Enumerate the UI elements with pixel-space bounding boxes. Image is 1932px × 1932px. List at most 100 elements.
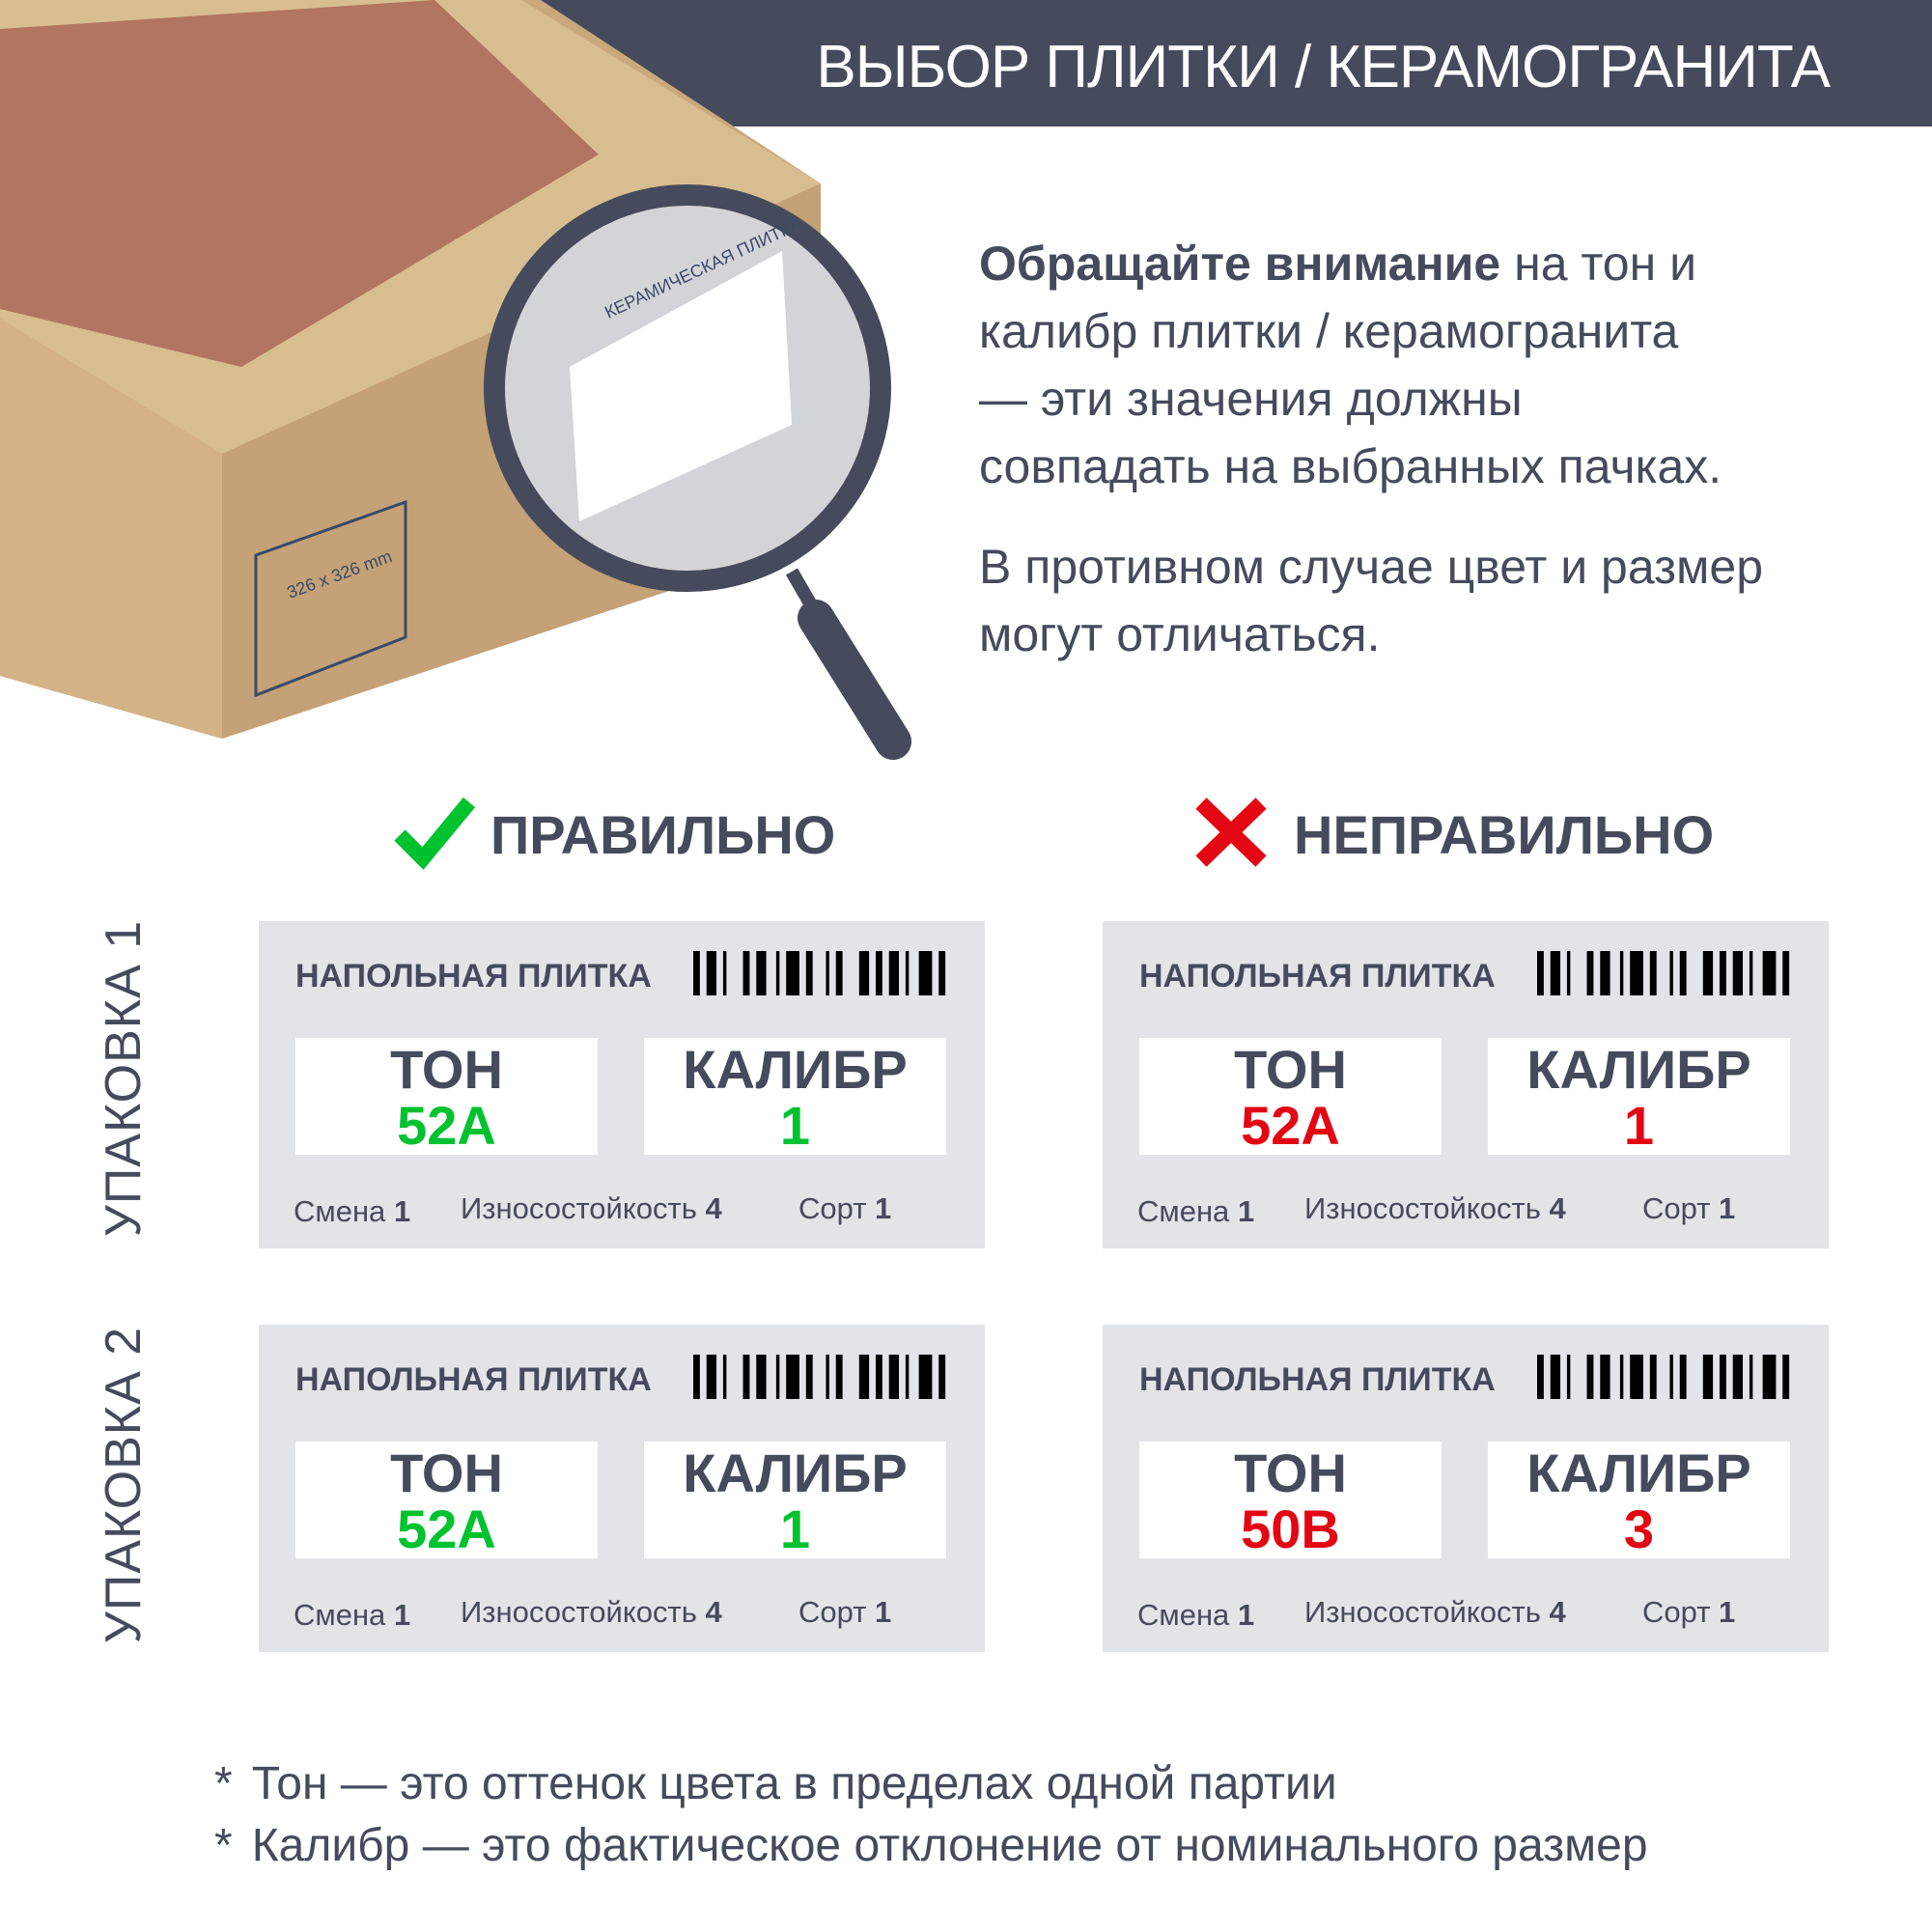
caliber-value: 1 [779,1498,811,1559]
correct-heading: ПРАВИЛЬНО [490,804,836,865]
barcode-bar [706,1355,717,1399]
barcode-bar [1600,1355,1610,1399]
card-title: НАПОЛЬНАЯ ПЛИТКА [295,958,652,994]
barcode-bar [1537,1355,1544,1399]
label-card: НАПОЛЬНАЯ ПЛИТКА ТОН 50B КАЛИБР 3 Смена 1 … [1103,1325,1829,1652]
barcode-bar [722,1355,727,1399]
intro-line4: совпадать на выбранных пачках. [979,439,1722,493]
row-label-2: УПАКОВКА 2 [96,1326,152,1644]
label-card: НАПОЛЬНАЯ ПЛИТКА ТОН 52A КАЛИБР 1 Смена 1 … [1103,921,1829,1248]
page-title: ВЫБОР ПЛИТКИ / КЕРАМОГРАНИТА [816,34,1831,100]
warning-line2: могут отличаться. [979,607,1381,661]
intro-line1: на тон и [1500,237,1697,291]
barcode-bar [1649,1355,1657,1399]
label-card: НАПОЛЬНАЯ ПЛИТКА ТОН 52A КАЛИБР 1 Смена 1 … [259,921,985,1248]
tone-label: ТОН [390,1442,503,1503]
cross-icon [1195,798,1267,867]
barcode-bar [918,1355,933,1399]
barcode-bar [826,951,829,995]
intro-line2: калибр плитки / керамогранита [979,304,1679,358]
caliber-label: КАЛИБР [683,1039,908,1100]
barcode-bar [875,951,882,995]
tone-box: ТОН 52A [295,1038,598,1155]
barcode-bar [742,951,750,995]
barcode-bar [1619,1355,1624,1399]
barcode-bar [1619,951,1624,995]
barcode-bar [1566,951,1571,995]
barcode-bar [1732,1355,1744,1399]
shift-info: Смена 1 [294,1194,411,1228]
barcode-bar [905,951,910,995]
tone-label: ТОН [1234,1442,1347,1503]
barcode-bar [835,1355,843,1399]
barcode-bar [888,1355,900,1399]
caliber-box: КАЛИБР 1 [644,1442,946,1558]
barcode-bar [835,951,843,995]
barcode-bar [1679,951,1687,995]
barcode-bar [1719,951,1726,995]
barcode-bar [786,951,799,995]
shift-info: Смена 1 [1137,1194,1255,1228]
wear-info: Износостойкость 4 [1304,1595,1566,1629]
barcode-bar [722,951,727,995]
barcode-bar [938,951,946,995]
tone-label: ТОН [1234,1039,1347,1100]
warning-paragraph: В противном случае цвет и размер могут о… [979,533,1906,668]
barcode-icon [1537,1355,1790,1399]
barcode-bar [1702,951,1714,995]
shift-info: Смена 1 [294,1598,411,1632]
barcode-bar [875,1355,882,1399]
card-title: НАПОЛЬНАЯ ПЛИТКА [1139,958,1496,994]
caliber-box: КАЛИБР 1 [644,1038,946,1155]
caliber-value: 1 [779,1095,811,1156]
grade-info: Сорт 1 [1642,1595,1736,1629]
wrong-heading: НЕПРАВИЛЬНО [1294,804,1715,865]
caliber-box: КАЛИБР 3 [1488,1442,1790,1558]
barcode-bar [1749,951,1753,995]
tone-box: ТОН 52A [295,1442,598,1558]
barcode-bar [1669,951,1673,995]
card-title: НАПОЛЬНАЯ ПЛИТКА [295,1361,652,1398]
caliber-label: КАЛИБР [1526,1442,1751,1503]
barcode-bar [1550,1355,1561,1399]
barcode-bar [1782,1355,1790,1399]
barcode-bar [1586,1355,1594,1399]
card-title: НАПОЛЬНАЯ ПЛИТКА [1139,1361,1496,1398]
barcode-bar [756,1355,767,1399]
caliber-value: 3 [1623,1498,1655,1559]
barcode-bar [1719,1355,1726,1399]
tone-label: ТОН [390,1039,503,1100]
barcode-bar [1600,951,1610,995]
barcode-bar [805,951,813,995]
barcode-bar [888,951,900,995]
caliber-box: КАЛИБР 1 [1488,1038,1790,1155]
intro-line3: — эти значения должны [979,372,1523,426]
checkmark-icon [394,797,475,870]
barcode-bar [742,1355,750,1399]
barcode-icon [693,1355,946,1399]
barcode-bar [775,1355,780,1399]
barcode-bar [786,1355,799,1399]
shift-info: Смена 1 [1137,1598,1255,1632]
barcode-bar [1762,1355,1777,1399]
label-card: НАПОЛЬНАЯ ПЛИТКА ТОН 52A КАЛИБР 1 Смена 1 … [259,1325,985,1652]
footnote-caliber: * Калибр — это фактическое отклонение от … [214,1820,1648,1871]
barcode-bar [1749,1355,1753,1399]
barcode-bar [756,951,767,995]
caliber-value: 1 [1623,1095,1655,1156]
barcode-bar [918,951,933,995]
barcode-bar [1782,951,1790,995]
intro-bold: Обращайте внимание [979,237,1501,291]
tone-value: 52A [1241,1095,1340,1156]
barcode-bar [693,951,700,995]
tone-box: ТОН 52A [1139,1038,1442,1155]
barcode-bar [858,1355,870,1399]
barcode-bar [905,1355,910,1399]
intro-paragraph: Обращайте внимание на тон и калибр плитк… [979,230,1906,500]
tone-box: ТОН 50B [1139,1442,1442,1558]
barcode-bar [1537,951,1544,995]
wear-info: Износостойкость 4 [461,1595,722,1629]
grade-info: Сорт 1 [798,1191,892,1225]
tone-value: 52A [397,1095,496,1156]
tone-value: 52A [397,1498,496,1559]
